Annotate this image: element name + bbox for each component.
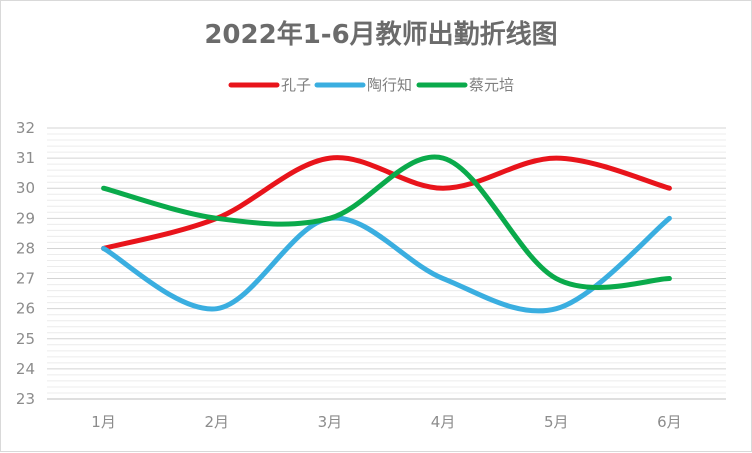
y-tick-label: 29 bbox=[16, 209, 35, 227]
legend-item: 蔡元培 bbox=[416, 76, 514, 94]
legend-item: 陶行知 bbox=[314, 76, 412, 94]
series-lines bbox=[101, 154, 672, 314]
series-line-3 bbox=[101, 154, 672, 290]
legend-label: 孔子 bbox=[281, 76, 311, 94]
legend: 孔子 陶行知 蔡元培 bbox=[228, 76, 514, 94]
y-tick-label: 27 bbox=[16, 270, 35, 288]
legend-item: 孔子 bbox=[228, 76, 311, 94]
y-tick-label: 32 bbox=[16, 119, 35, 137]
x-tick-label: 3月 bbox=[318, 413, 343, 431]
y-tick-label: 23 bbox=[16, 390, 35, 408]
axes: 23 24 25 26 27 28 29 30 31 32 1月 2月 3月 4月 5月 6月 bbox=[16, 119, 726, 431]
chart-title: 2022年1-6月教师出勤折线图 bbox=[204, 19, 557, 50]
y-tick-label: 26 bbox=[16, 300, 35, 318]
x-tick-label: 4月 bbox=[431, 413, 456, 431]
x-tick-label: 6月 bbox=[657, 413, 682, 431]
y-tick-label: 30 bbox=[16, 179, 35, 197]
y-tick-label: 24 bbox=[16, 360, 35, 378]
y-tick-label: 28 bbox=[16, 239, 35, 257]
legend-label: 陶行知 bbox=[367, 76, 412, 94]
x-tick-label: 5月 bbox=[544, 413, 569, 431]
series-line-1 bbox=[101, 155, 672, 251]
x-tick-label: 1月 bbox=[91, 413, 116, 431]
y-tick-label: 31 bbox=[16, 149, 35, 167]
legend-label: 蔡元培 bbox=[469, 76, 514, 94]
series-line-2 bbox=[101, 215, 672, 314]
x-tick-label: 2月 bbox=[204, 413, 229, 431]
y-tick-label: 25 bbox=[16, 330, 35, 348]
